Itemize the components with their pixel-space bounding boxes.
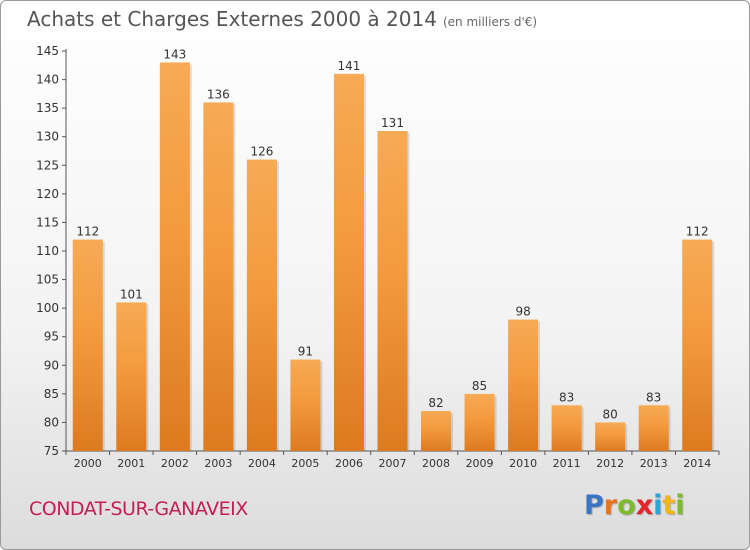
x-tick-label: 2005 (291, 457, 319, 470)
data-label: 83 (559, 390, 574, 404)
bars (72, 62, 715, 452)
bar (595, 422, 626, 451)
bar (333, 73, 364, 451)
logo-letter: o (617, 490, 636, 521)
chart-title: Achats et Charges Externes 2000 à 2014 (e… (27, 7, 537, 31)
data-label: 83 (646, 390, 661, 404)
data-labels: 112 101 143 136 126 91 141 131 82 85 98 83 80 83 112 (76, 47, 708, 421)
data-label: 136 (207, 87, 230, 101)
logo-letter: r (603, 490, 618, 521)
y-tick-label: 90 (44, 358, 59, 372)
data-label: 131 (381, 116, 404, 130)
data-label: 126 (250, 145, 273, 159)
y-tick-label: 145 (36, 44, 59, 58)
y-tick-label: 135 (36, 101, 59, 115)
y-tick-label: 105 (36, 273, 59, 287)
chart-subtitle: (en milliers d'€) (442, 15, 538, 29)
y-tick-label: 95 (44, 330, 59, 344)
x-tick-label: 2012 (596, 457, 624, 470)
x-axis: 2000 2001 2002 2003 2004 2005 2006 2007 2008 2009… (65, 450, 720, 470)
x-tick-label: 2003 (204, 457, 232, 470)
data-label: 91 (298, 345, 313, 359)
bar (508, 319, 539, 451)
bar (116, 302, 147, 451)
data-label: 143 (163, 47, 186, 61)
bar (203, 102, 234, 451)
bar (464, 393, 495, 451)
bar (72, 239, 103, 451)
bar (551, 405, 582, 451)
data-label: 112 (686, 225, 709, 239)
logo-letter: i (675, 490, 685, 521)
x-tick-label: 2008 (422, 457, 450, 470)
logo-letter: i (653, 490, 663, 521)
y-tick-label: 75 (44, 444, 59, 458)
y-tick-label: 125 (36, 158, 59, 172)
x-tick-label: 2004 (248, 457, 276, 470)
x-tick-label: 2011 (553, 457, 581, 470)
y-tick-label: 120 (36, 187, 59, 201)
x-tick-label: 2009 (466, 457, 494, 470)
logo-letter: x (635, 490, 654, 521)
y-tick-label: 85 (44, 387, 59, 401)
chart-title-text: Achats et Charges Externes 2000 à 2014 (27, 7, 437, 31)
data-label: 80 (603, 407, 618, 421)
data-label: 112 (76, 225, 99, 239)
y-tick-label: 115 (36, 215, 59, 229)
data-label: 98 (515, 305, 530, 319)
y-tick-label: 110 (36, 244, 59, 258)
x-tick-label: 2013 (640, 457, 668, 470)
x-tick-label: 2007 (379, 457, 407, 470)
data-label: 141 (338, 59, 361, 73)
y-tick-label: 130 (36, 130, 59, 144)
commune-name: CONDAT-SUR-GANAVEIX (29, 498, 248, 520)
y-tick-label: 140 (36, 73, 59, 87)
x-tick-label: 2010 (509, 457, 537, 470)
bar (421, 411, 452, 451)
x-tick-label: 2006 (335, 457, 363, 470)
bar (377, 131, 408, 451)
x-tick-label: 2014 (683, 457, 711, 470)
bar (290, 359, 321, 451)
x-tick-label: 2001 (117, 457, 145, 470)
data-label: 82 (428, 396, 443, 410)
data-label: 101 (120, 287, 143, 301)
bar (159, 62, 190, 452)
logo-letter: t (662, 490, 676, 521)
y-tick-label: 100 (36, 301, 59, 315)
x-tick-label: 2002 (161, 457, 189, 470)
logo-letter: P (584, 490, 604, 521)
proxiti-logo[interactable]: Proxiti (584, 490, 685, 521)
x-tick-label: 2000 (74, 457, 102, 470)
y-axis: 75 80 85 90 95 100 105 110 115 120 125 130 135 140 145 (36, 44, 67, 458)
y-tick-label: 80 (44, 415, 59, 429)
bar (638, 405, 669, 451)
bar (246, 159, 277, 452)
data-label: 85 (472, 379, 487, 393)
bar (682, 239, 713, 451)
